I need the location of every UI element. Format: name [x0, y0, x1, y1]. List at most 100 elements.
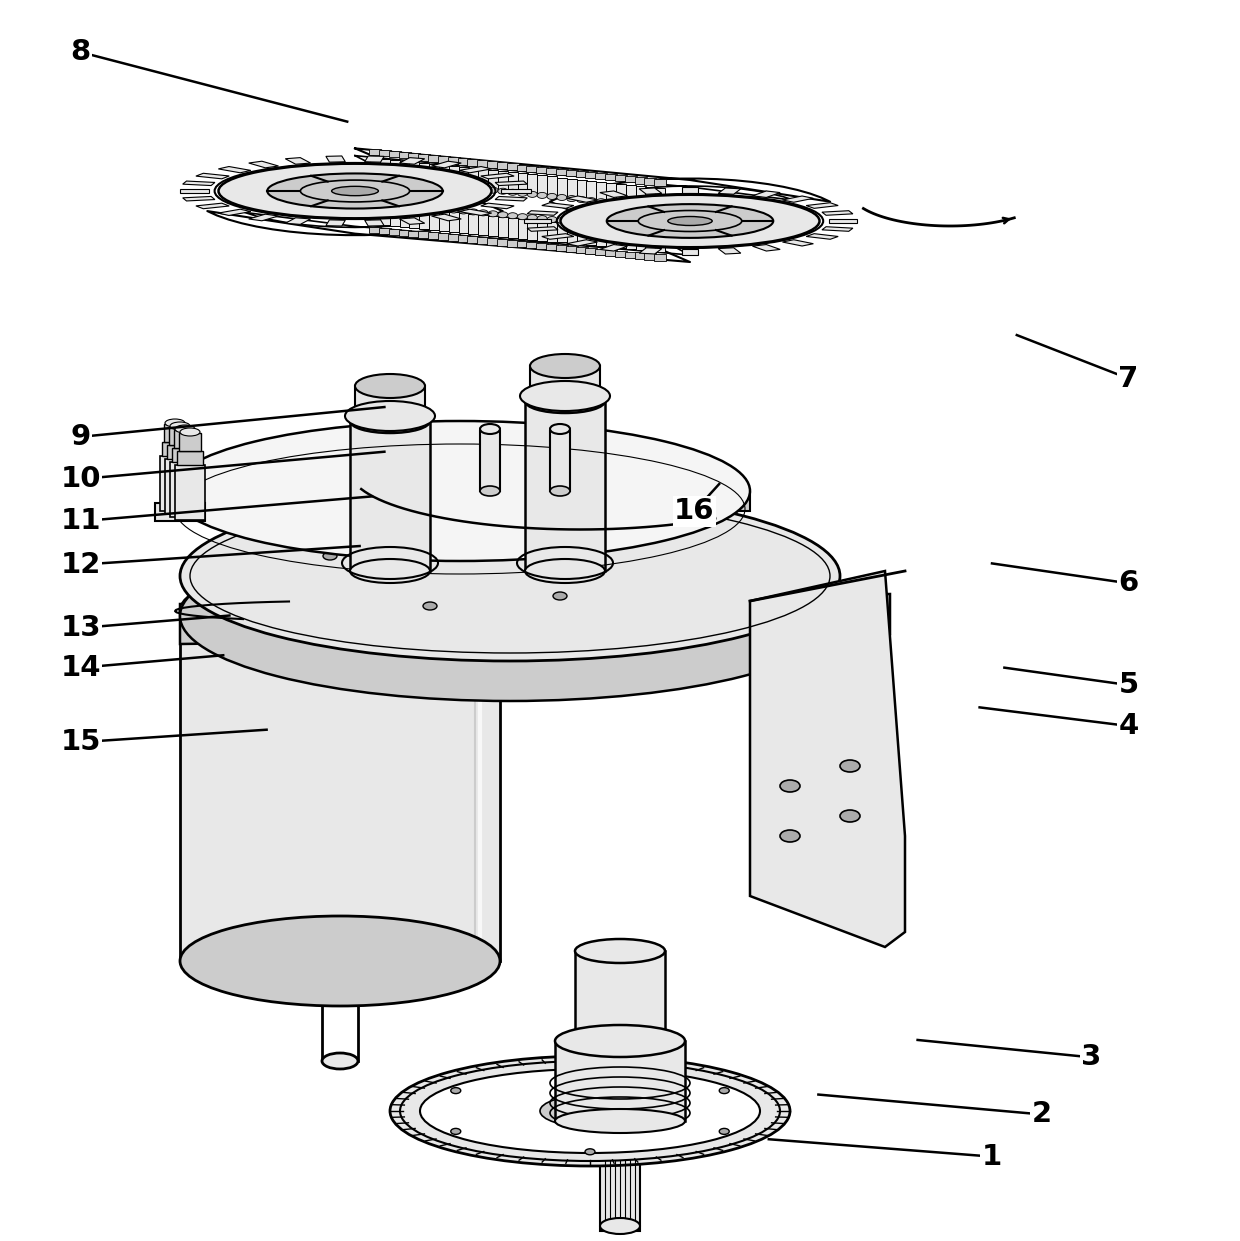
- Bar: [635, 186, 646, 206]
- Polygon shape: [481, 174, 515, 179]
- Bar: [575, 171, 588, 177]
- Bar: [497, 163, 508, 169]
- Bar: [547, 176, 557, 196]
- Polygon shape: [481, 204, 515, 208]
- Bar: [596, 181, 606, 202]
- Bar: [489, 216, 498, 236]
- Bar: [507, 172, 517, 192]
- Bar: [655, 232, 665, 252]
- Polygon shape: [196, 204, 229, 208]
- Ellipse shape: [180, 566, 500, 656]
- Ellipse shape: [429, 205, 439, 211]
- Bar: [655, 187, 665, 208]
- Polygon shape: [527, 227, 558, 231]
- Polygon shape: [365, 220, 384, 226]
- Bar: [526, 165, 538, 172]
- Bar: [616, 228, 626, 248]
- Ellipse shape: [600, 1140, 640, 1157]
- Bar: [536, 243, 548, 249]
- Ellipse shape: [575, 1029, 665, 1054]
- Ellipse shape: [600, 1217, 640, 1234]
- Bar: [419, 210, 429, 230]
- Ellipse shape: [489, 211, 498, 217]
- Polygon shape: [249, 161, 279, 168]
- Ellipse shape: [451, 1128, 461, 1134]
- Bar: [626, 185, 636, 205]
- Bar: [418, 154, 430, 160]
- Bar: [497, 240, 508, 246]
- Bar: [398, 151, 410, 159]
- Bar: [379, 150, 391, 156]
- Ellipse shape: [635, 202, 646, 208]
- Ellipse shape: [517, 190, 527, 196]
- Bar: [595, 248, 608, 256]
- Bar: [585, 248, 598, 254]
- Ellipse shape: [587, 197, 596, 204]
- Polygon shape: [682, 187, 698, 192]
- Ellipse shape: [180, 428, 200, 436]
- Bar: [467, 236, 480, 243]
- Ellipse shape: [655, 227, 665, 233]
- Bar: [527, 220, 537, 240]
- Ellipse shape: [626, 225, 636, 230]
- Ellipse shape: [322, 552, 337, 560]
- Polygon shape: [182, 181, 215, 186]
- Text: 11: 11: [61, 508, 100, 535]
- Bar: [645, 187, 655, 207]
- Bar: [517, 241, 528, 247]
- Ellipse shape: [300, 180, 409, 202]
- Ellipse shape: [537, 216, 547, 222]
- Bar: [172, 448, 198, 462]
- Polygon shape: [753, 191, 780, 197]
- Bar: [480, 431, 500, 491]
- Bar: [164, 424, 186, 442]
- Ellipse shape: [480, 486, 500, 496]
- Text: 3: 3: [1081, 1044, 1101, 1071]
- Bar: [467, 159, 480, 166]
- Text: 12: 12: [61, 551, 100, 578]
- Ellipse shape: [480, 424, 500, 434]
- Bar: [605, 174, 618, 180]
- Bar: [438, 233, 450, 240]
- Text: 1: 1: [982, 1143, 1002, 1170]
- Ellipse shape: [399, 177, 409, 184]
- Ellipse shape: [719, 1087, 729, 1093]
- Ellipse shape: [626, 202, 636, 207]
- Ellipse shape: [525, 558, 605, 583]
- Bar: [379, 205, 389, 226]
- Text: 15: 15: [61, 728, 100, 756]
- Ellipse shape: [606, 204, 774, 238]
- Bar: [388, 228, 401, 235]
- Ellipse shape: [355, 374, 425, 398]
- Bar: [398, 230, 410, 236]
- Bar: [389, 160, 399, 180]
- Bar: [170, 462, 200, 517]
- Ellipse shape: [401, 1061, 780, 1162]
- Bar: [635, 252, 646, 259]
- Bar: [487, 238, 498, 244]
- Bar: [625, 176, 636, 182]
- Bar: [517, 165, 528, 171]
- Ellipse shape: [409, 204, 419, 210]
- Ellipse shape: [497, 212, 508, 217]
- Ellipse shape: [603, 542, 618, 550]
- Ellipse shape: [577, 196, 587, 202]
- Ellipse shape: [268, 174, 443, 208]
- Polygon shape: [501, 190, 531, 192]
- Bar: [526, 242, 538, 248]
- Polygon shape: [639, 248, 662, 254]
- Bar: [507, 217, 517, 238]
- Polygon shape: [718, 187, 740, 195]
- Polygon shape: [326, 156, 345, 163]
- Ellipse shape: [527, 215, 537, 221]
- Polygon shape: [567, 240, 598, 246]
- Bar: [418, 232, 430, 238]
- Bar: [448, 158, 460, 164]
- Text: 4: 4: [1118, 712, 1138, 740]
- Polygon shape: [432, 215, 461, 221]
- Bar: [551, 431, 570, 491]
- Ellipse shape: [520, 381, 610, 411]
- Bar: [165, 459, 195, 514]
- Ellipse shape: [350, 410, 430, 433]
- Ellipse shape: [479, 210, 489, 216]
